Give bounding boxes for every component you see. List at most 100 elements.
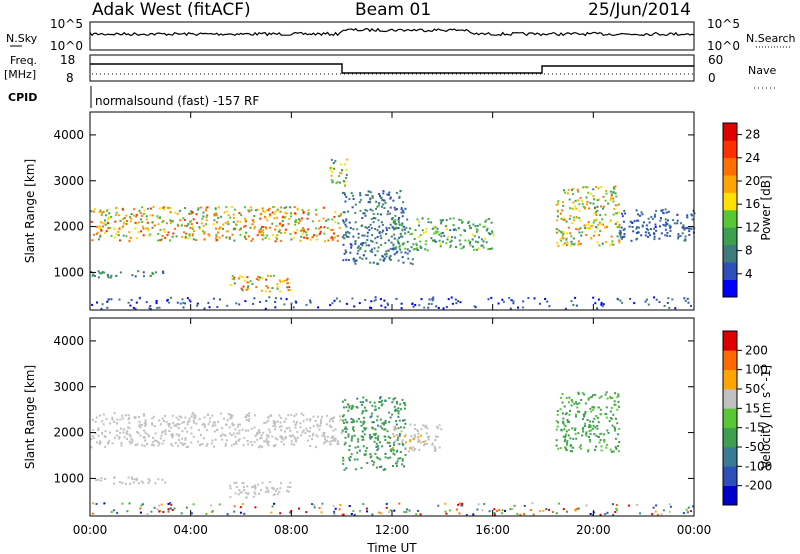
- velocity-cell: [143, 414, 146, 417]
- velocity-cell: [390, 450, 393, 453]
- velocity-cell: [113, 421, 116, 423]
- power-cell: [555, 203, 558, 206]
- power-near-range-cell: [219, 298, 221, 301]
- velocity-cell: [243, 486, 245, 489]
- velocity-cell: [393, 444, 396, 447]
- power-cell: [307, 228, 310, 231]
- power-cell: [342, 219, 345, 222]
- power-cell: [401, 256, 404, 259]
- velocity-cell: [213, 421, 216, 424]
- velocity-near-range-cell: [150, 510, 153, 513]
- velocity-cell: [588, 438, 591, 441]
- velocity-cell: [207, 423, 210, 426]
- power-cell: [560, 238, 562, 241]
- velocity-cell: [157, 441, 160, 444]
- power-cell: [584, 227, 586, 230]
- power-cell: [302, 212, 305, 214]
- power-cell: [125, 220, 128, 222]
- velocity-cell: [608, 420, 611, 423]
- velocity-cell: [556, 413, 559, 416]
- power-cell: [245, 288, 248, 291]
- power-near-range-cell: [644, 300, 647, 303]
- power-cell: [491, 247, 493, 250]
- velocity-cell: [317, 415, 319, 418]
- power-cell: [327, 239, 330, 242]
- velocity-cell: [399, 457, 402, 460]
- velocity-cell: [423, 444, 425, 447]
- power-cell: [366, 235, 369, 238]
- power-cell: [562, 231, 565, 234]
- power-cell: [475, 231, 478, 233]
- velocity-cell: [154, 432, 157, 435]
- velocity-cell: [213, 430, 216, 433]
- velocity-cell: [426, 427, 429, 430]
- power-cell: [122, 217, 125, 220]
- velocity-cell: [425, 424, 428, 427]
- power-cell: [322, 217, 325, 220]
- velocity-cell: [90, 438, 93, 441]
- velocity-cell: [247, 443, 250, 446]
- velocity-cell: [251, 444, 254, 446]
- velocity-cell: [344, 426, 347, 429]
- velocity-cell: [119, 481, 121, 484]
- power-cell: [385, 229, 388, 232]
- power-cell: [139, 218, 142, 221]
- power-cell: [203, 238, 206, 241]
- power-cell: [622, 220, 625, 223]
- velocity-near-range-cell: [692, 505, 695, 508]
- velocity-near-range-cell: [589, 513, 592, 515]
- velocity-cell: [592, 424, 595, 427]
- power-cell: [187, 223, 190, 225]
- power-cell: [619, 232, 622, 235]
- velocity-cell: [174, 424, 177, 427]
- power-cell: [649, 234, 651, 237]
- power-cell: [586, 203, 588, 206]
- velocity-cell: [573, 429, 576, 431]
- power-cell: [130, 213, 133, 216]
- power-near-range-cell: [333, 299, 336, 302]
- power-cell: [307, 209, 310, 212]
- power-near-range-cell: [671, 298, 674, 301]
- power-cell: [566, 241, 569, 244]
- velocity-cell: [376, 415, 379, 418]
- velocity-cell: [569, 437, 572, 440]
- power-cell: [359, 198, 362, 201]
- velocity-cell: [610, 406, 613, 409]
- power-cell: [404, 232, 407, 235]
- velocity-near-range-cell: [241, 503, 244, 505]
- power-cell: [471, 233, 474, 236]
- velocity-cell: [306, 430, 309, 432]
- power-cell: [560, 239, 563, 242]
- velocity-cell: [579, 444, 582, 447]
- velocity-cell: [564, 438, 567, 441]
- velocity-cell: [363, 421, 366, 424]
- power-cell: [262, 234, 265, 237]
- velocity-cell: [564, 413, 567, 416]
- power-cell: [641, 224, 644, 227]
- power-cell: [217, 231, 220, 234]
- power-near-range-cell: [663, 304, 666, 307]
- velocity-cell: [171, 414, 174, 417]
- velocity-cell: [372, 421, 375, 424]
- velocity-cell: [230, 444, 233, 447]
- power-cell: [382, 256, 385, 259]
- power-cell: [252, 220, 255, 223]
- power-cell: [125, 214, 128, 217]
- time-tick-label: 16:00: [475, 523, 510, 537]
- power-cell: [330, 174, 333, 177]
- power-cell: [619, 229, 622, 232]
- power-cell: [104, 231, 106, 234]
- velocity-cell: [362, 436, 364, 438]
- velocity-near-range-cell: [128, 502, 131, 505]
- power-cell: [436, 230, 439, 233]
- power-colorbar-block: [723, 210, 737, 228]
- power-cell: [163, 208, 165, 211]
- velocity-cell: [582, 418, 584, 421]
- power-cell: [344, 193, 346, 196]
- velocity-cell: [589, 433, 592, 436]
- power-cell: [186, 224, 189, 227]
- power-cell: [203, 232, 206, 235]
- power-cell: [343, 237, 346, 240]
- velocity-cell: [264, 440, 267, 443]
- power-cell: [598, 234, 601, 237]
